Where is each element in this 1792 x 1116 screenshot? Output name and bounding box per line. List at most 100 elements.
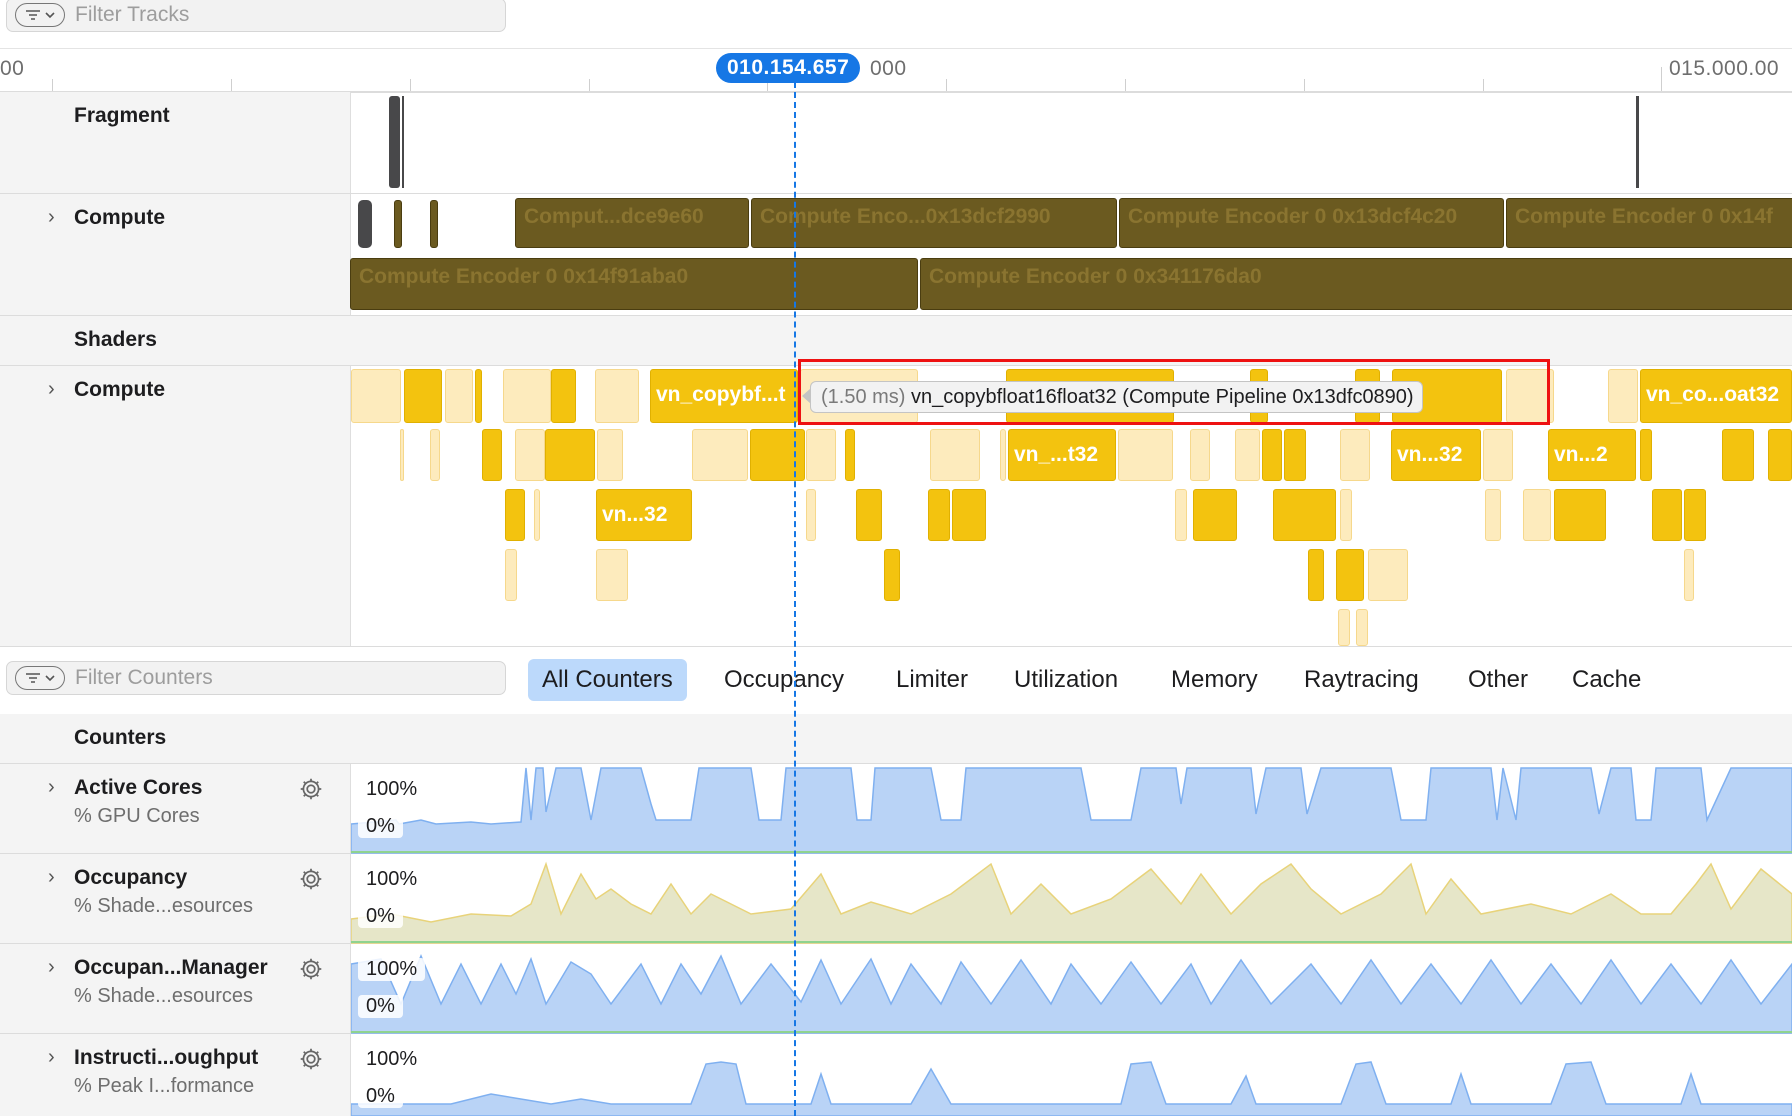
shader-block[interactable] <box>806 489 816 541</box>
counter-active-cores-label[interactable]: Active Cores <box>74 776 203 799</box>
shader-block[interactable] <box>1506 369 1554 423</box>
filter-tracks-field[interactable]: Filter Tracks <box>6 0 506 32</box>
shader-block[interactable] <box>1368 549 1408 601</box>
tab-utilization[interactable]: Utilization <box>1014 666 1119 693</box>
counter-instruction-throughput-label[interactable]: Instructi...oughput <box>74 1046 259 1069</box>
shader-block[interactable] <box>1523 489 1551 541</box>
shader-block[interactable] <box>545 429 595 481</box>
time-ruler[interactable]: 00 000 015.000.00 010.154.657 <box>0 48 1792 93</box>
shader-block[interactable] <box>505 549 517 601</box>
counter-occupancy-manager-label[interactable]: Occupan...Manager <box>74 956 268 979</box>
disclosure-chevron-icon[interactable]: › <box>48 378 55 400</box>
shader-block[interactable] <box>1483 429 1513 481</box>
shader-block[interactable] <box>596 549 628 601</box>
shader-block-labeled[interactable]: vn...2 <box>1548 429 1636 481</box>
shader-block[interactable] <box>505 489 525 541</box>
shader-block-labeled[interactable]: vn...32 <box>596 489 692 541</box>
shader-block[interactable] <box>1340 429 1370 481</box>
shader-block[interactable] <box>404 369 442 423</box>
filter-options-button[interactable] <box>15 666 65 690</box>
shader-block[interactable] <box>1554 489 1606 541</box>
compute-encoder-mark[interactable] <box>358 200 372 248</box>
shader-block-labeled[interactable]: vn_co...oat32 <box>1640 369 1792 423</box>
shader-block[interactable] <box>1336 549 1364 601</box>
shader-block[interactable] <box>692 429 748 481</box>
disclosure-chevron-icon[interactable]: › <box>48 1046 55 1068</box>
disclosure-chevron-icon[interactable]: › <box>48 776 55 798</box>
compute-encoder-block[interactable]: Compute Encoder 0 0x14f91aba0 <box>350 258 918 310</box>
fragment-encoder-mark[interactable] <box>1636 96 1639 188</box>
shader-block[interactable] <box>1684 549 1694 601</box>
compute-encoder-block[interactable]: Compute Encoder 0 0x341176da0 <box>920 258 1792 310</box>
shader-block[interactable] <box>856 489 882 541</box>
shader-block[interactable] <box>503 369 551 423</box>
playhead-line[interactable] <box>794 82 796 1116</box>
counter-occupancy-label[interactable]: Occupancy <box>74 866 188 889</box>
gear-icon[interactable] <box>298 866 324 892</box>
shader-block[interactable] <box>884 549 900 601</box>
fragment-encoder-mark[interactable] <box>389 96 400 188</box>
shader-block[interactable] <box>1722 429 1754 481</box>
shader-block[interactable] <box>1652 489 1682 541</box>
shader-block-labeled[interactable]: vn...32 <box>1391 429 1481 481</box>
compute-encoder-block[interactable]: Compute Encoder 0 0x13dcf4c20 <box>1119 198 1504 248</box>
counter-graphs[interactable] <box>351 764 1792 1116</box>
gear-icon[interactable] <box>298 1046 324 1072</box>
track-compute-label[interactable]: Compute <box>74 206 165 229</box>
shader-block[interactable] <box>515 429 545 481</box>
tab-occupancy[interactable]: Occupancy <box>724 666 845 693</box>
shader-block[interactable] <box>750 429 805 481</box>
shader-block[interactable] <box>1684 489 1706 541</box>
shader-block[interactable] <box>1340 489 1352 541</box>
shader-block[interactable] <box>482 429 502 481</box>
shader-block[interactable] <box>430 429 440 481</box>
shader-block[interactable] <box>928 489 950 541</box>
shader-block[interactable] <box>1485 489 1501 541</box>
shader-block[interactable] <box>806 429 836 481</box>
shader-block[interactable] <box>1608 369 1638 423</box>
shader-block[interactable] <box>595 369 639 423</box>
filter-options-button[interactable] <box>15 3 65 27</box>
shader-block[interactable] <box>1273 489 1336 541</box>
shader-block[interactable] <box>475 369 482 423</box>
shader-block[interactable] <box>1356 609 1368 646</box>
compute-encoder-block[interactable]: Compute Enco...0x13dcf2990 <box>751 198 1117 248</box>
gear-icon[interactable] <box>298 956 324 982</box>
tab-raytracing[interactable]: Raytracing <box>1304 666 1419 693</box>
shader-block[interactable] <box>1284 429 1306 481</box>
disclosure-chevron-icon[interactable]: › <box>48 866 55 888</box>
shader-block[interactable] <box>930 429 980 481</box>
shader-block[interactable] <box>1000 429 1006 481</box>
filter-counters-field[interactable]: Filter Counters <box>6 661 506 695</box>
compute-encoder-block[interactable]: Comput...dce9e60 <box>515 198 749 248</box>
tab-memory[interactable]: Memory <box>1171 666 1258 693</box>
shader-block[interactable] <box>845 429 855 481</box>
shader-block[interactable] <box>400 429 404 481</box>
filter-tracks-input[interactable]: Filter Tracks <box>75 3 190 26</box>
shader-block[interactable] <box>534 489 540 541</box>
fragment-encoder-mark[interactable] <box>402 96 404 188</box>
shader-block[interactable] <box>1338 609 1350 646</box>
tab-other[interactable]: Other <box>1468 666 1529 693</box>
tab-all-counters[interactable]: All Counters <box>528 659 687 701</box>
filter-counters-input[interactable]: Filter Counters <box>75 666 213 689</box>
shader-block[interactable] <box>1175 489 1187 541</box>
shader-block[interactable] <box>445 369 473 423</box>
compute-encoder-block[interactable]: Compute Encoder 0 0x14f <box>1506 198 1792 248</box>
tab-cache[interactable]: Cache <box>1572 666 1642 693</box>
disclosure-chevron-icon[interactable]: › <box>48 956 55 978</box>
gear-icon[interactable] <box>298 776 324 802</box>
shader-block[interactable] <box>551 369 576 423</box>
track-shader-compute-label[interactable]: Compute <box>74 378 165 401</box>
compute-encoder-mark[interactable] <box>430 200 438 248</box>
shader-block-labeled[interactable]: vn_...t32 <box>1008 429 1116 481</box>
shader-block[interactable] <box>1235 429 1260 481</box>
shader-block[interactable] <box>1768 429 1792 481</box>
shader-block[interactable] <box>1308 549 1324 601</box>
shader-block[interactable] <box>1193 489 1237 541</box>
shader-block[interactable] <box>351 369 401 423</box>
shader-block[interactable] <box>1118 429 1173 481</box>
shader-block[interactable] <box>952 489 986 541</box>
track-fragment-label[interactable]: Fragment <box>74 104 170 127</box>
disclosure-chevron-icon[interactable]: › <box>48 206 55 228</box>
